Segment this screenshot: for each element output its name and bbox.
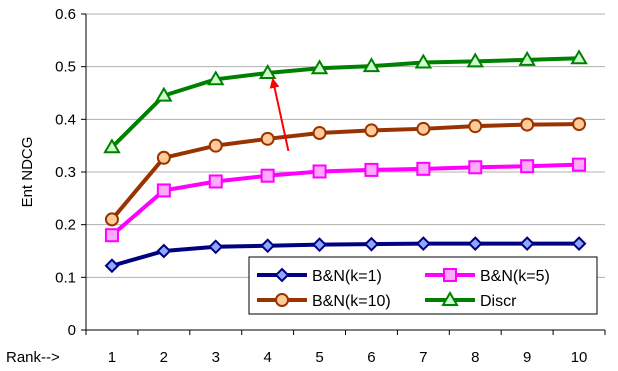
data-point <box>207 70 225 86</box>
legend-item: Discr <box>425 291 517 310</box>
axes <box>81 13 606 335</box>
legend-label: B&N(k=5) <box>480 268 550 285</box>
series-line <box>110 56 580 149</box>
legend-label: B&N(k=1) <box>312 268 382 285</box>
data-point <box>520 159 535 174</box>
y-axis-label: Ent NDCG <box>19 137 36 208</box>
x-tick-label: 9 <box>523 349 531 366</box>
data-point <box>260 131 275 146</box>
legend-box <box>248 256 598 315</box>
data-point <box>312 237 327 253</box>
data-point <box>466 52 484 68</box>
data-point <box>415 236 431 252</box>
data-point <box>208 174 223 189</box>
data-point <box>468 119 483 134</box>
data-point <box>103 138 121 154</box>
data-point <box>104 228 119 243</box>
legend-label: B&N(k=10) <box>312 293 391 310</box>
annotation-arrow <box>269 77 290 152</box>
data-point <box>520 117 535 132</box>
x-tick-label: 5 <box>315 349 323 366</box>
x-tick-labels: 1 2 3 4 5 6 7 8 9 10 <box>108 349 588 366</box>
data-point <box>364 236 379 252</box>
y-tick-label: 0.2 <box>55 217 76 234</box>
data-point <box>208 138 223 153</box>
y-tick-label: 0.1 <box>55 269 76 286</box>
data-point <box>518 50 536 66</box>
data-point <box>310 59 329 75</box>
legend-item: B&N(k=10) <box>257 293 391 310</box>
data-point <box>104 212 119 227</box>
data-point <box>156 183 171 198</box>
data-point <box>468 160 483 175</box>
y-tick-label: 0.4 <box>55 111 76 128</box>
data-point <box>156 150 171 165</box>
data-point <box>258 64 277 79</box>
data-point <box>104 258 120 274</box>
data-point <box>208 239 224 255</box>
x-tick-label: 10 <box>571 349 588 366</box>
x-tick-label: 2 <box>160 349 168 366</box>
data-point <box>416 161 431 176</box>
data-point <box>156 243 172 259</box>
x-axis-label: Rank--> <box>6 349 60 366</box>
y-tick-label: 0.3 <box>55 164 76 181</box>
series-line <box>110 162 580 237</box>
series-3 <box>103 49 588 154</box>
x-tick-label: 3 <box>212 349 220 366</box>
data-point <box>312 126 327 141</box>
data-point <box>414 53 433 69</box>
data-point <box>362 57 381 73</box>
legend-swatch-marker <box>275 293 289 307</box>
y-tick-labels: 0 0.1 0.2 0.3 0.4 0.5 0.6 <box>55 6 76 339</box>
y-tick-label: 0.5 <box>55 59 76 76</box>
series-1 <box>104 157 587 243</box>
legend-item: B&N(k=1) <box>257 267 382 285</box>
data-point <box>571 236 587 252</box>
data-point <box>416 121 431 136</box>
legend-label: Discr <box>480 293 517 310</box>
legend: B&N(k=1) B&N(k=5) B&N(k=10) Discr <box>248 256 598 315</box>
data-point <box>572 157 587 172</box>
series-line <box>110 122 580 221</box>
y-tick-label: 0.6 <box>55 6 76 23</box>
series-line <box>111 241 580 268</box>
data-point <box>312 164 327 179</box>
x-tick-label: 4 <box>263 349 271 366</box>
legend-swatch-marker <box>274 267 290 283</box>
x-tick-label: 6 <box>367 349 375 366</box>
legend-swatch-marker <box>441 291 459 306</box>
series-2 <box>104 117 587 227</box>
data-point <box>364 123 379 138</box>
data-point <box>260 238 276 254</box>
x-tick-label: 8 <box>471 349 479 366</box>
data-point <box>467 236 483 252</box>
legend-swatch-marker <box>443 268 457 282</box>
y-tick-label: 0 <box>68 322 76 339</box>
series-0 <box>104 236 587 274</box>
data-point <box>260 168 275 183</box>
x-tick-label: 7 <box>419 349 427 366</box>
data-point <box>570 49 588 65</box>
series-layer <box>103 49 588 274</box>
x-tick-label: 1 <box>108 349 116 366</box>
data-point <box>364 162 379 177</box>
data-point <box>519 236 535 252</box>
data-point <box>155 86 173 102</box>
data-point <box>572 117 587 132</box>
legend-item: B&N(k=5) <box>425 268 550 285</box>
